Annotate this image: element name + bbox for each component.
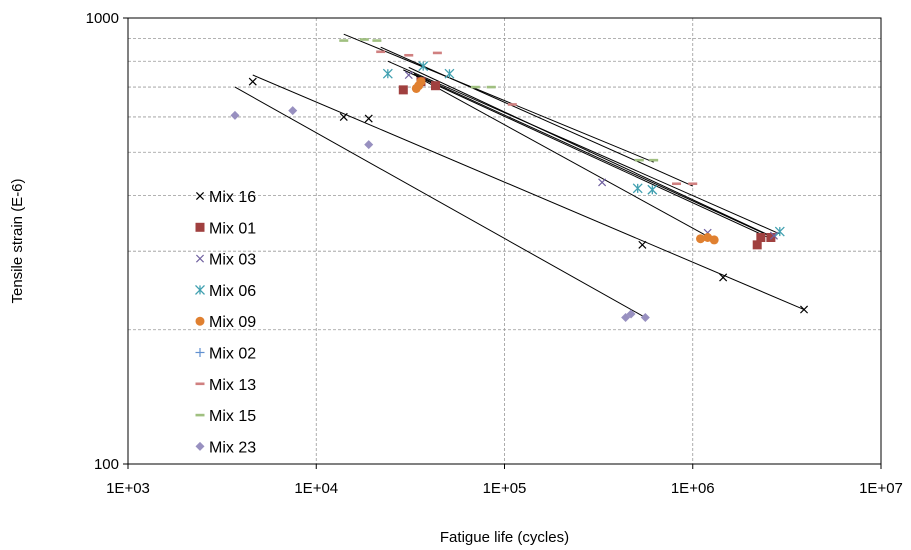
data-point-series-0 (799, 305, 809, 314)
data-point-series-0 (248, 77, 257, 86)
x-tick-label: 1E+05 (483, 480, 527, 497)
legend-label-series-6: Mix 13 (209, 377, 256, 394)
legend-marker-series-2 (195, 254, 205, 263)
y-tick-labels: 100 1000 (86, 10, 128, 473)
data-point-series-4 (416, 77, 426, 87)
legend-marker-series-3 (195, 284, 205, 295)
data-point-series-3 (444, 68, 455, 79)
y-tick-label: 100 (94, 456, 119, 473)
trendline-series-5 (413, 73, 768, 236)
trendline-series-0 (252, 74, 805, 310)
trendline-series-8 (234, 86, 646, 318)
trendline-series-1 (403, 69, 772, 240)
trendline-series-3 (387, 60, 780, 235)
legend-label-series-2: Mix 03 (209, 252, 256, 269)
data-point-series-1 (756, 232, 766, 242)
trendlines (234, 33, 805, 318)
legend-label-series-3: Mix 06 (209, 283, 256, 300)
x-tick-label: 1E+07 (859, 480, 903, 497)
x-tick-label: 1E+04 (294, 480, 338, 497)
x-axis-title: Fatigue life (cycles) (440, 529, 569, 546)
legend-marker-series-5 (195, 348, 205, 357)
data-point-series-8 (364, 140, 374, 150)
x-tick-label: 1E+03 (106, 480, 150, 497)
data-points (230, 38, 809, 323)
legend-label-series-1: Mix 01 (209, 220, 256, 237)
data-point-series-2 (404, 70, 413, 80)
data-point-series-3 (774, 226, 785, 237)
data-point-series-8 (288, 106, 298, 116)
data-point-series-0 (719, 273, 728, 282)
legend-marker-series-1 (195, 222, 205, 232)
data-point-series-0 (638, 240, 647, 249)
legend-label-series-5: Mix 02 (209, 346, 256, 363)
data-point-series-1 (398, 85, 408, 95)
data-point-series-2 (769, 231, 778, 240)
trendline-series-4 (416, 75, 715, 241)
data-point-series-1 (752, 240, 762, 250)
data-point-series-0 (339, 112, 348, 121)
data-point-series-8 (230, 110, 240, 120)
data-point-series-8 (640, 313, 650, 323)
legend-marker-series-0 (195, 191, 205, 201)
data-point-series-3 (418, 61, 429, 72)
x-tick-label: 1E+06 (671, 480, 715, 497)
legend-label-series-0: Mix 16 (209, 189, 256, 206)
grid-lines (128, 18, 881, 464)
trendline-series-2 (408, 66, 775, 238)
legend-marker-series-4 (195, 316, 205, 326)
y-tick-label: 1000 (86, 10, 119, 27)
trendline-series-6 (380, 46, 693, 187)
data-point-series-1 (431, 81, 441, 91)
data-point-series-2 (598, 178, 607, 187)
data-point-series-3 (632, 183, 643, 194)
legend-marker-series-8 (195, 441, 205, 451)
y-axis-title: Tensile strain (E-6) (9, 178, 26, 303)
legend-label-series-7: Mix 15 (209, 408, 256, 425)
data-point-series-3 (382, 68, 393, 79)
legend-label-series-4: Mix 09 (209, 314, 256, 331)
trendline-series-7 (343, 33, 654, 163)
x-tick-labels: 1E+03 1E+04 1E+05 1E+06 1E+07 (106, 464, 903, 497)
data-point-series-8 (626, 309, 636, 319)
data-point-series-1 (766, 232, 776, 242)
data-point-series-0 (364, 114, 373, 123)
legend: Mix 16 Mix 01 Mix 03 Mix 06 Mix 09 Mix 02 Mix … (195, 189, 256, 456)
legend-label-series-8: Mix 23 (209, 439, 256, 456)
data-point-series-4 (696, 234, 706, 244)
data-point-series-4 (709, 235, 719, 245)
data-point-series-3 (647, 184, 658, 195)
